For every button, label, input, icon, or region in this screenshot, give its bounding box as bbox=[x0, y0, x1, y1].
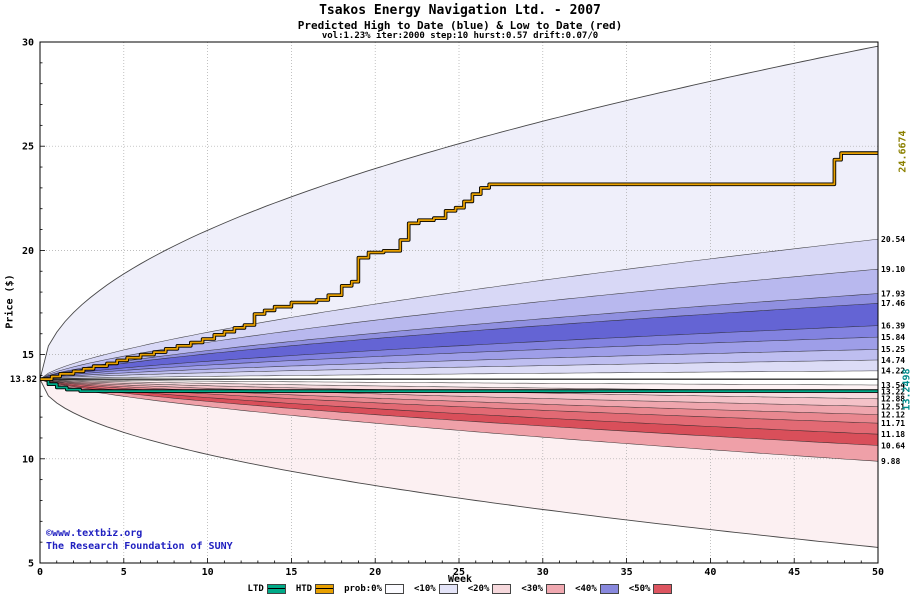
y-tick-label: 20 bbox=[22, 246, 34, 257]
x-tick-label: 45 bbox=[788, 567, 800, 578]
right-axis-label: 20.54 bbox=[881, 235, 905, 244]
legend-item: <40% bbox=[575, 584, 619, 594]
legend-swatch bbox=[546, 584, 566, 594]
right-axis-label: 17.46 bbox=[881, 299, 905, 308]
legend-swatch bbox=[315, 584, 335, 594]
right-axis-label: 16.39 bbox=[881, 321, 905, 330]
right-axis-label: 15.25 bbox=[881, 345, 905, 354]
legend-label: <50% bbox=[628, 584, 651, 594]
ltd-final-value-label: 13.2498 bbox=[901, 368, 913, 411]
chart-params: vol:1.23% iter:2000 step:10 hurst:0.57 d… bbox=[321, 31, 599, 41]
right-axis-label: 9.88 bbox=[881, 457, 900, 466]
ltd-line bbox=[40, 378, 878, 392]
y-tick-label: 15 bbox=[22, 350, 34, 361]
legend-label: prob:0% bbox=[344, 584, 383, 594]
right-axis-label: 14.22 bbox=[881, 367, 905, 376]
legend-swatch bbox=[599, 584, 619, 594]
legend-swatch bbox=[266, 584, 286, 594]
x-tick-label: 30 bbox=[537, 567, 549, 578]
watermark-url: ©www.textbiz.org bbox=[46, 528, 143, 539]
legend-swatch bbox=[492, 584, 512, 594]
right-axis-label: 12.51 bbox=[881, 402, 905, 411]
axes bbox=[39, 41, 879, 564]
watermark-org: The Research Foundation of SUNY bbox=[46, 541, 233, 552]
legend-item: <50% bbox=[629, 584, 673, 594]
x-tick-label: 10 bbox=[202, 567, 214, 578]
legend-label: LTD bbox=[247, 584, 264, 594]
legend-swatch bbox=[653, 584, 673, 594]
legend-item: <10% bbox=[414, 584, 458, 594]
legend-item: <20% bbox=[468, 584, 512, 594]
right-axis-label: 11.71 bbox=[881, 419, 905, 428]
right-axis-label: 19.10 bbox=[881, 265, 905, 274]
legend-label: <10% bbox=[414, 584, 436, 594]
series-lines bbox=[40, 151, 878, 393]
y-axis-label: Price ($) bbox=[4, 274, 16, 329]
y-tick-label: 30 bbox=[22, 38, 34, 49]
x-tick-label: 50 bbox=[872, 567, 884, 578]
right-axis-label: 12.12 bbox=[881, 410, 905, 419]
right-axis-label: 10.64 bbox=[881, 441, 905, 450]
legend-swatch bbox=[438, 584, 458, 594]
x-tick-label: 25 bbox=[453, 567, 465, 578]
legend-item: <30% bbox=[521, 584, 566, 594]
fan-outer-fills bbox=[40, 46, 878, 548]
legend-item: HTD bbox=[295, 584, 335, 594]
right-axis-label: 13.54 bbox=[881, 381, 905, 390]
start-price-label: 13.82 bbox=[10, 375, 37, 385]
legend-label: <40% bbox=[575, 584, 597, 594]
x-axis-label: Week bbox=[447, 574, 473, 585]
right-axis-label: 13.22 bbox=[881, 387, 905, 396]
chart-title: Tsakos Energy Navigation Ltd. - 2007 bbox=[319, 3, 601, 18]
y-tick-label: 25 bbox=[22, 142, 34, 153]
legend-label: <30% bbox=[521, 584, 544, 594]
axis-text: 0 5 10 15 20 25 30 35 40 45 505101520253013.8220.5… bbox=[10, 38, 905, 579]
legend-swatch bbox=[385, 584, 405, 594]
right-axis-label: 17.93 bbox=[881, 289, 905, 298]
right-axis-label: 15.84 bbox=[881, 333, 905, 342]
chart-subtitle: Predicted High to Date (blue) & Low to D… bbox=[297, 19, 623, 32]
right-axis-label: 11.18 bbox=[881, 430, 905, 439]
right-axis-label: 14.74 bbox=[881, 356, 905, 365]
x-tick-label: 35 bbox=[621, 567, 633, 578]
legend-label: HTD bbox=[295, 584, 313, 594]
legend-item: prob:0% bbox=[344, 584, 405, 594]
x-tick-label: 40 bbox=[704, 567, 716, 578]
legend: LTD HTD prob:0% <10% <20% <30% <40% <50% bbox=[0, 584, 920, 594]
x-tick-label: 0 bbox=[37, 567, 43, 578]
x-tick-label: 15 bbox=[285, 567, 297, 578]
legend-item: LTD bbox=[248, 584, 286, 594]
legend-label: <20% bbox=[467, 584, 490, 594]
x-tick-label: 5 bbox=[121, 567, 127, 578]
right-axis-label: 12.88 bbox=[881, 395, 905, 404]
htd-final-value-label: 24.6674 bbox=[897, 130, 909, 173]
y-tick-label: 5 bbox=[28, 559, 34, 570]
y-tick-label: 10 bbox=[22, 454, 34, 465]
x-tick-label: 20 bbox=[369, 567, 381, 578]
htd-line bbox=[40, 152, 878, 381]
